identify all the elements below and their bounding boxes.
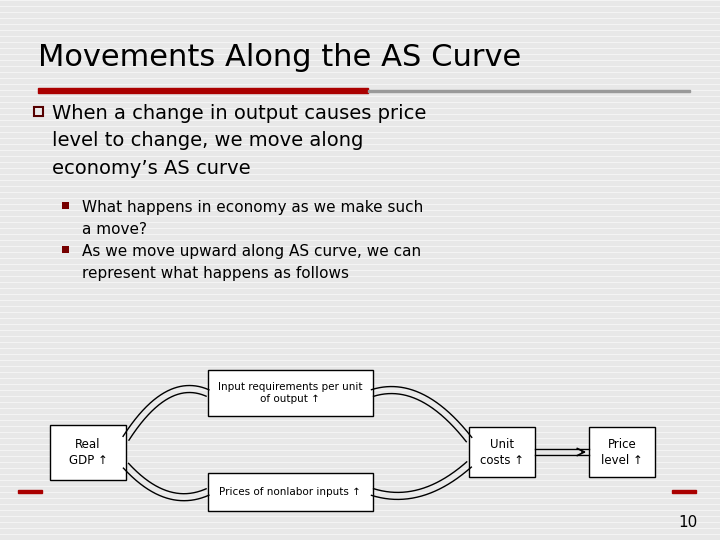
Bar xyxy=(672,490,696,493)
Text: Movements Along the AS Curve: Movements Along the AS Curve xyxy=(38,43,521,72)
Text: What happens in economy as we make such
a move?: What happens in economy as we make such … xyxy=(82,200,423,237)
Bar xyxy=(50,424,126,480)
Text: Unit
costs ↑: Unit costs ↑ xyxy=(480,437,524,467)
Bar xyxy=(62,246,69,253)
Bar xyxy=(368,90,690,92)
Text: 10: 10 xyxy=(679,515,698,530)
Bar xyxy=(18,490,42,493)
Bar xyxy=(38,88,368,93)
Text: Input requirements per unit
of output ↑: Input requirements per unit of output ↑ xyxy=(217,382,362,404)
Bar xyxy=(34,107,43,116)
Text: Prices of nonlabor inputs ↑: Prices of nonlabor inputs ↑ xyxy=(219,487,361,497)
Text: Price
level ↑: Price level ↑ xyxy=(601,437,643,467)
Bar xyxy=(207,370,372,416)
Text: As we move upward along AS curve, we can
represent what happens as follows: As we move upward along AS curve, we can… xyxy=(82,244,421,281)
Bar xyxy=(589,427,655,477)
Text: When a change in output causes price
level to change, we move along
economy’s AS: When a change in output causes price lev… xyxy=(52,104,426,178)
Bar xyxy=(62,202,69,209)
Bar xyxy=(207,473,372,511)
Bar xyxy=(469,427,535,477)
Text: Real
GDP ↑: Real GDP ↑ xyxy=(68,437,107,467)
